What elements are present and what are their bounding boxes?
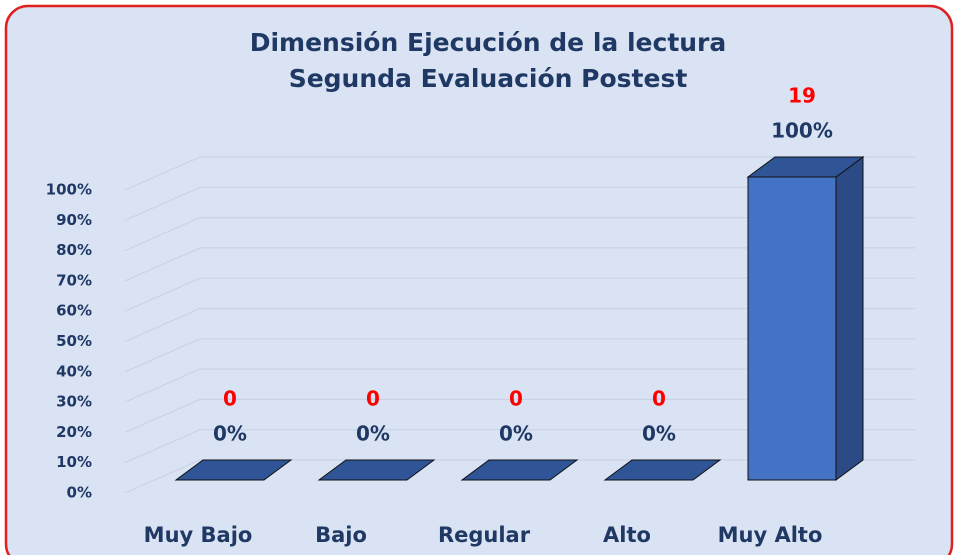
x-tick-label: Muy Bajo bbox=[144, 523, 253, 547]
bar bbox=[603, 459, 722, 481]
grid-line bbox=[124, 398, 915, 433]
value-label: 0% bbox=[356, 422, 390, 446]
y-tick-label: 80% bbox=[56, 241, 92, 259]
chart-title: Dimensión Ejecución de la lectura bbox=[250, 28, 727, 57]
grid-line bbox=[124, 429, 915, 464]
value-label: 0% bbox=[642, 422, 676, 446]
grid-line bbox=[124, 186, 915, 221]
x-tick-label: Bajo bbox=[315, 523, 367, 547]
count-label: 0 bbox=[223, 387, 237, 411]
y-tick-label: 100% bbox=[46, 181, 92, 199]
value-label: 0% bbox=[213, 422, 247, 446]
bar-face bbox=[747, 176, 837, 481]
value-label: 100% bbox=[771, 119, 833, 143]
y-tick-label: 10% bbox=[56, 453, 92, 471]
bar-face bbox=[603, 459, 722, 481]
y-tick-label: 60% bbox=[56, 302, 92, 320]
grid-line bbox=[124, 307, 915, 343]
grid-line bbox=[124, 277, 915, 312]
x-tick-label: Muy Alto bbox=[718, 523, 823, 547]
y-tick-label: 40% bbox=[56, 362, 92, 380]
value-label: 0% bbox=[499, 422, 533, 446]
y-tick-label: 20% bbox=[56, 423, 92, 441]
bar bbox=[317, 459, 436, 481]
bar-face bbox=[835, 156, 864, 481]
grid-line bbox=[124, 156, 915, 191]
y-tick-label: 70% bbox=[56, 271, 92, 289]
bar-face bbox=[746, 156, 865, 178]
count-label: 0 bbox=[366, 387, 380, 411]
grid-line bbox=[124, 217, 915, 252]
grid-line bbox=[124, 247, 915, 282]
chart-frame bbox=[4, 4, 954, 555]
count-label: 19 bbox=[788, 84, 816, 108]
bar-face bbox=[460, 459, 579, 481]
bar bbox=[174, 459, 293, 481]
bar-face bbox=[174, 459, 293, 481]
count-label: 0 bbox=[652, 387, 666, 411]
grid-line bbox=[124, 338, 915, 373]
y-tick-label: 90% bbox=[56, 211, 92, 229]
bar bbox=[460, 459, 579, 481]
x-tick-label: Regular bbox=[438, 523, 531, 547]
x-tick-label: Alto bbox=[603, 523, 651, 547]
grid-line bbox=[124, 368, 915, 403]
count-label: 0 bbox=[509, 387, 523, 411]
y-tick-label: 30% bbox=[56, 393, 92, 411]
y-tick-label: 0% bbox=[67, 484, 92, 502]
y-tick-label: 50% bbox=[56, 332, 92, 350]
bar-face bbox=[317, 459, 436, 481]
bar bbox=[746, 156, 865, 481]
chart-subtitle: Segunda Evaluación Postest bbox=[289, 64, 688, 93]
